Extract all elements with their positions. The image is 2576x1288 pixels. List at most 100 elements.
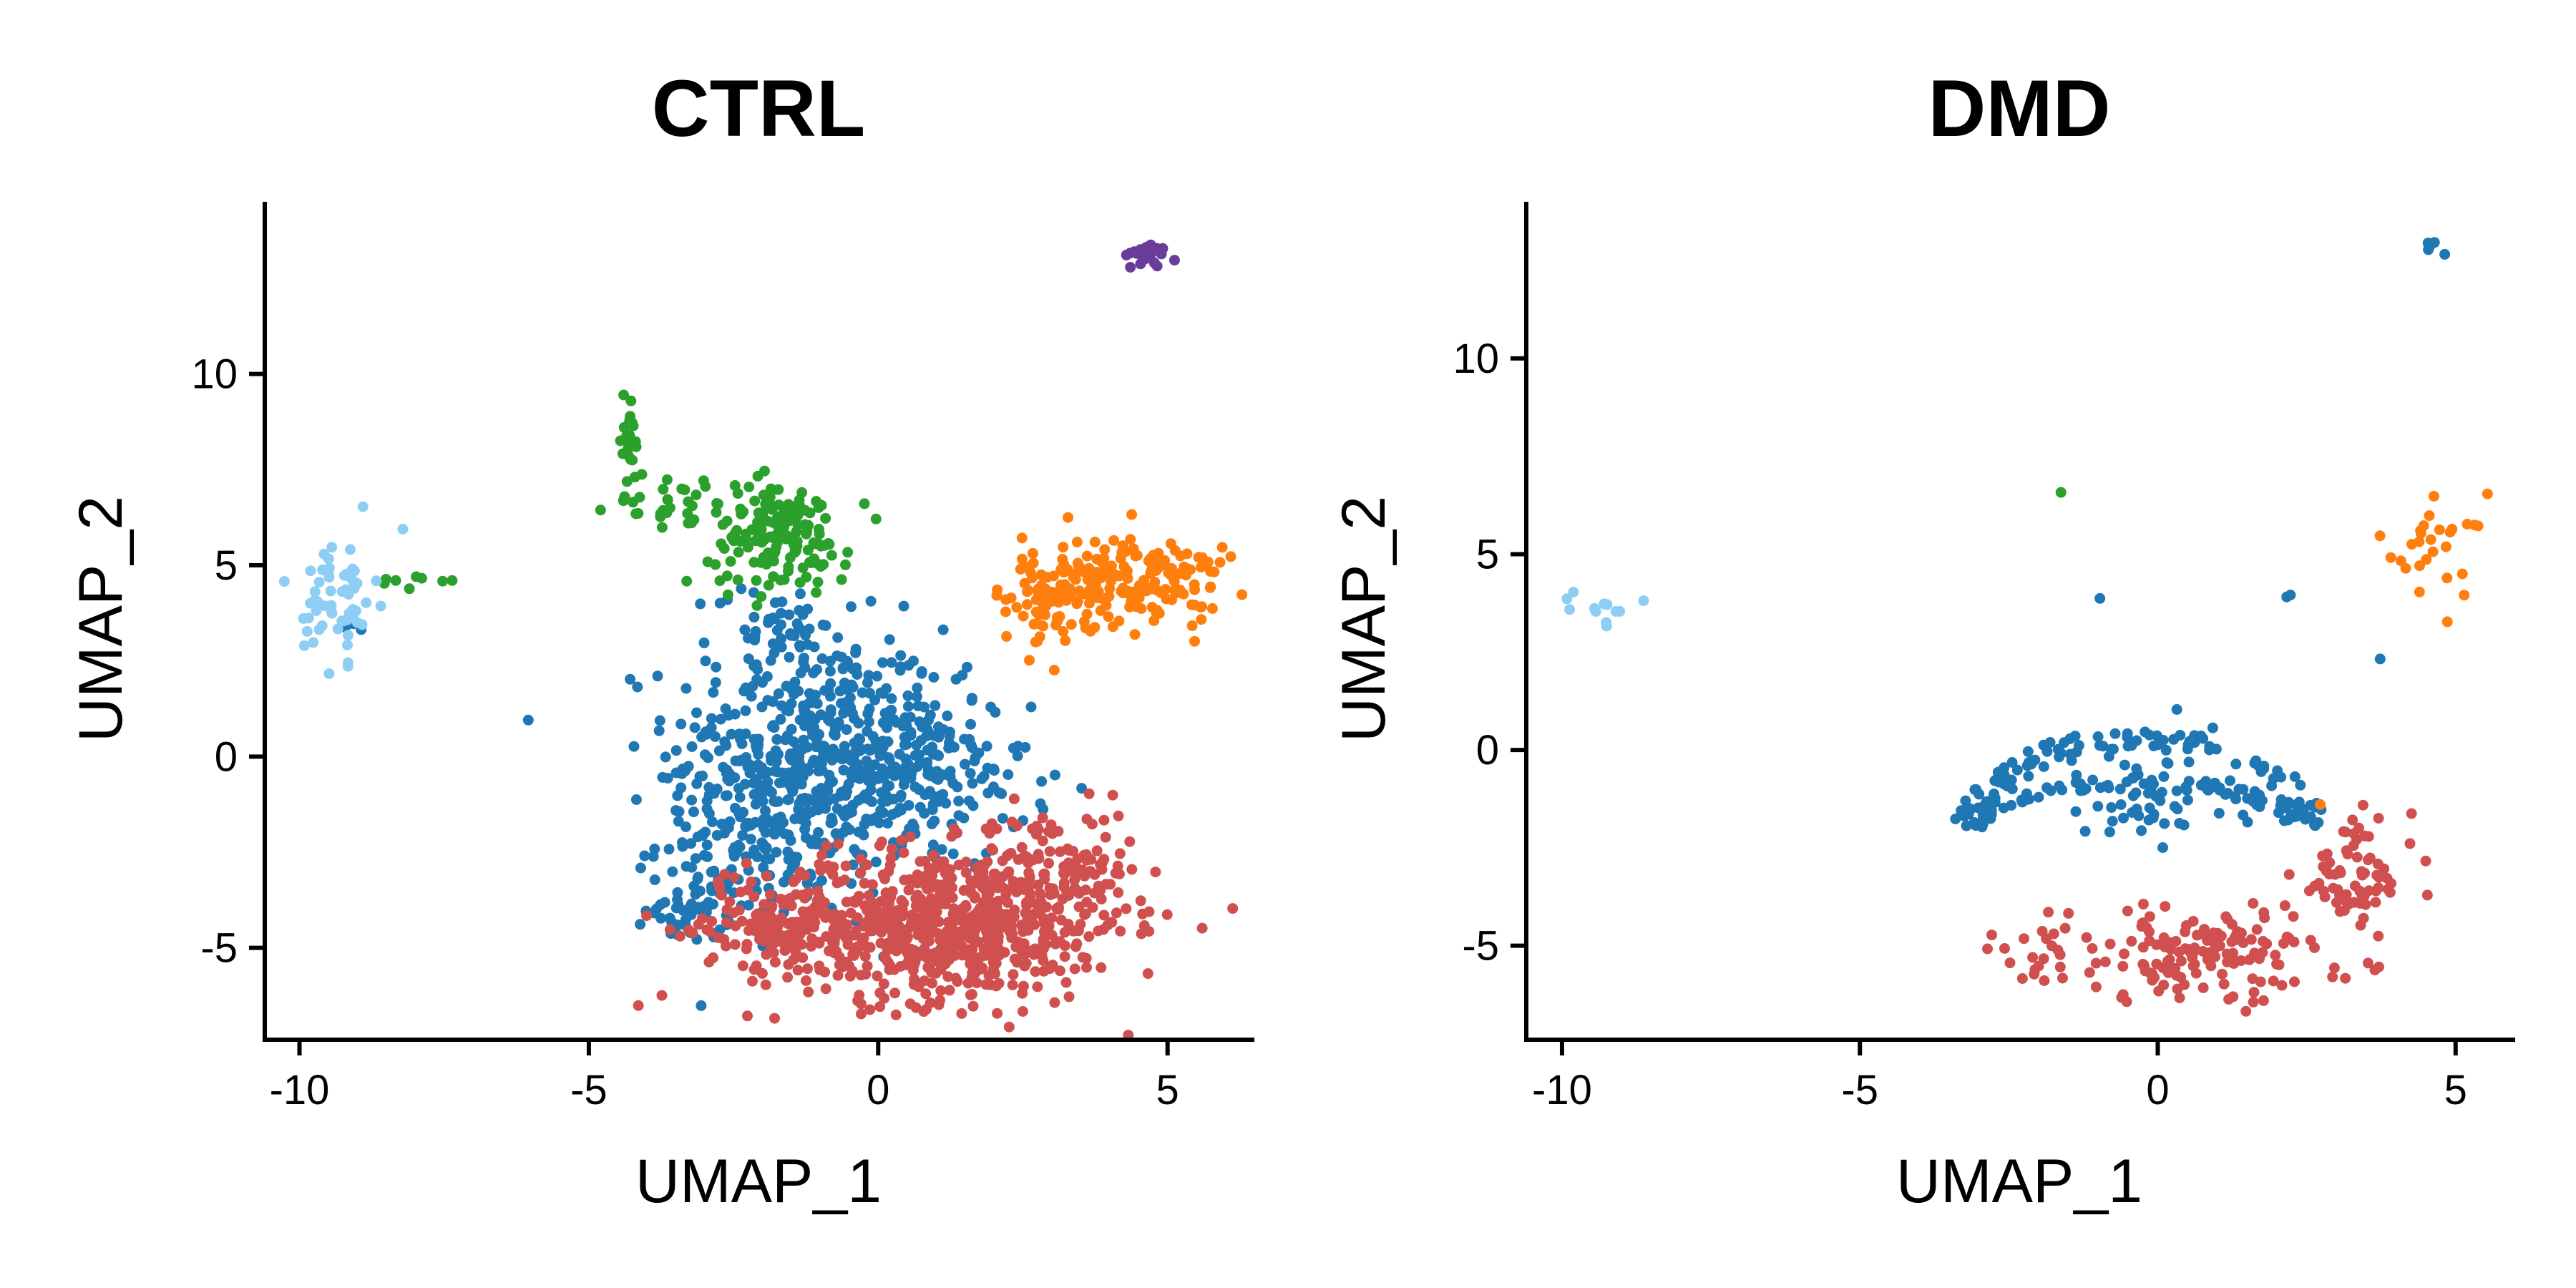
data-point bbox=[1018, 926, 1029, 937]
data-point bbox=[1227, 903, 1239, 914]
data-point bbox=[886, 693, 897, 704]
data-point bbox=[2441, 616, 2453, 628]
data-point bbox=[649, 843, 660, 854]
data-point bbox=[957, 940, 968, 952]
data-point bbox=[2289, 771, 2301, 782]
data-point bbox=[798, 705, 809, 716]
data-point bbox=[864, 942, 876, 953]
data-point bbox=[742, 1010, 753, 1022]
data-point bbox=[2027, 952, 2039, 963]
data-point bbox=[991, 590, 1002, 601]
data-point bbox=[910, 1002, 922, 1013]
data-point bbox=[1189, 584, 1200, 595]
data-point bbox=[815, 709, 826, 721]
data-point bbox=[801, 975, 811, 986]
data-point bbox=[1992, 772, 2004, 784]
data-point bbox=[942, 917, 954, 928]
data-point bbox=[2373, 961, 2384, 972]
data-point bbox=[2171, 704, 2182, 715]
data-point bbox=[1093, 880, 1104, 892]
data-point bbox=[738, 806, 749, 818]
data-point bbox=[933, 721, 944, 733]
data-point bbox=[677, 841, 688, 852]
data-point bbox=[743, 653, 754, 665]
data-point bbox=[1054, 965, 1065, 977]
data-point bbox=[936, 844, 947, 855]
data-point bbox=[2048, 928, 2059, 940]
data-point bbox=[1151, 243, 1162, 254]
data-point bbox=[2212, 927, 2223, 939]
data-point bbox=[2055, 487, 2067, 498]
data-point bbox=[2233, 784, 2245, 795]
data-point bbox=[1069, 874, 1080, 886]
data-point bbox=[997, 813, 1008, 824]
data-point bbox=[780, 734, 791, 746]
data-point bbox=[1126, 864, 1138, 875]
data-point bbox=[673, 806, 685, 817]
data-point bbox=[2381, 873, 2393, 884]
data-point bbox=[2226, 936, 2238, 947]
data-point bbox=[936, 898, 947, 909]
data-point bbox=[630, 794, 642, 805]
cluster-cluster_orange bbox=[991, 509, 1248, 675]
data-point bbox=[843, 779, 854, 790]
data-point bbox=[1169, 255, 1180, 266]
data-point bbox=[703, 808, 715, 819]
data-point bbox=[733, 904, 745, 916]
data-point bbox=[1960, 795, 1971, 806]
data-point bbox=[1059, 927, 1070, 938]
data-point bbox=[942, 711, 953, 721]
data-point bbox=[741, 857, 752, 869]
data-point bbox=[725, 556, 736, 567]
data-point bbox=[416, 572, 427, 584]
data-point bbox=[697, 770, 708, 781]
data-point bbox=[1225, 551, 1236, 562]
data-point bbox=[895, 791, 907, 803]
data-point bbox=[883, 923, 894, 934]
data-point bbox=[635, 862, 646, 874]
data-point bbox=[689, 722, 701, 733]
data-point bbox=[1107, 789, 1118, 801]
data-point bbox=[2131, 763, 2142, 774]
data-point bbox=[1115, 925, 1126, 937]
data-point bbox=[1070, 941, 1081, 952]
data-point bbox=[855, 867, 867, 878]
data-point bbox=[683, 924, 694, 936]
data-point bbox=[960, 758, 970, 770]
data-point bbox=[1127, 586, 1138, 597]
data-point bbox=[1035, 897, 1047, 908]
data-point bbox=[740, 705, 751, 716]
data-point bbox=[1098, 814, 1110, 826]
data-point bbox=[1029, 919, 1040, 930]
data-point bbox=[1169, 545, 1181, 556]
data-point bbox=[794, 641, 806, 653]
data-point bbox=[2090, 981, 2102, 992]
data-point bbox=[756, 701, 768, 713]
data-point bbox=[2075, 785, 2087, 796]
data-point bbox=[1998, 802, 2009, 814]
data-point bbox=[927, 804, 938, 815]
data-point bbox=[824, 716, 835, 727]
data-point bbox=[890, 1009, 902, 1020]
data-point bbox=[944, 730, 955, 741]
data-point bbox=[342, 639, 353, 650]
data-point bbox=[1052, 587, 1063, 598]
data-point bbox=[1958, 811, 1970, 822]
data-point bbox=[758, 489, 769, 501]
data-point bbox=[2275, 771, 2287, 783]
data-point bbox=[2158, 771, 2170, 782]
data-point bbox=[2057, 972, 2068, 984]
data-point bbox=[308, 595, 320, 607]
data-point bbox=[1008, 876, 1019, 887]
data-point bbox=[1159, 560, 1171, 571]
data-point bbox=[884, 897, 894, 909]
data-point bbox=[763, 580, 774, 591]
data-point bbox=[654, 715, 665, 726]
data-point bbox=[971, 875, 982, 887]
data-point bbox=[952, 976, 963, 987]
data-point bbox=[1059, 869, 1070, 880]
data-point bbox=[839, 874, 851, 886]
data-point bbox=[773, 796, 784, 807]
data-point bbox=[783, 959, 794, 970]
data-point bbox=[1185, 564, 1196, 575]
